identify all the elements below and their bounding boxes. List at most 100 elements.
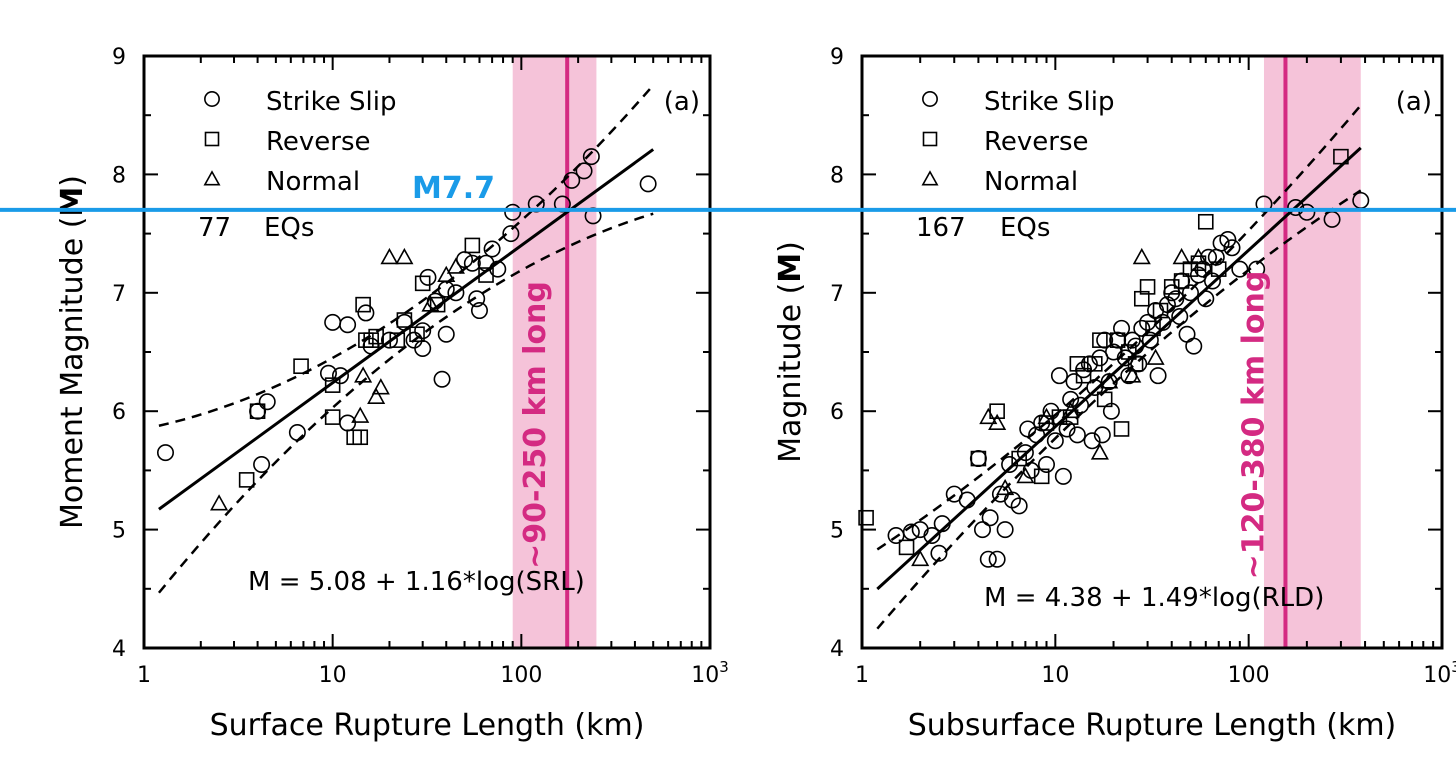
x-tick-label: 10	[319, 663, 347, 688]
data-point-circle	[930, 544, 948, 562]
data-point-circle	[319, 364, 337, 382]
legend-marker-square	[922, 131, 938, 147]
x-tick-label: 103	[1423, 658, 1456, 688]
highlight-band-label: ~120-380 km long	[1236, 271, 1271, 580]
x-tick-label: 1	[855, 663, 869, 688]
x-tick-label: 10	[1041, 663, 1069, 688]
data-point-square	[858, 509, 874, 526]
data-point-circle	[1001, 455, 1019, 473]
legend-label: Reverse	[984, 127, 1089, 157]
data-point-circle	[1200, 248, 1218, 266]
data-point-circle	[414, 322, 432, 340]
data-point-circle	[1133, 319, 1151, 337]
data-point-circle	[504, 203, 522, 221]
data-point-square	[1109, 332, 1126, 348]
reference-line-label: M7.7	[412, 171, 495, 206]
data-point-circle	[575, 162, 593, 180]
data-point-square	[1113, 421, 1130, 437]
legend-marker-triangle	[203, 170, 221, 186]
data-point-circle	[1287, 199, 1305, 217]
data-point-circle	[582, 148, 600, 166]
x-tick-label: 1	[137, 663, 151, 688]
regression-line	[876, 146, 1362, 591]
data-point-circle	[468, 290, 486, 308]
data-point-circle	[1019, 420, 1037, 438]
data-point-square	[1086, 356, 1103, 372]
data-point-triangle	[437, 265, 456, 283]
data-point-circle	[1189, 266, 1207, 284]
eq-count: 77	[198, 213, 231, 243]
data-point-square	[898, 539, 915, 556]
data-point-square	[1092, 332, 1108, 348]
x-tick-exponent: 3	[1451, 658, 1456, 676]
data-point-triangle	[979, 407, 998, 425]
data-point-square	[396, 312, 413, 328]
data-point-triangle	[1189, 247, 1208, 265]
data-point-square	[368, 328, 384, 345]
data-point-circle	[958, 491, 976, 509]
data-point-circle	[1068, 426, 1086, 444]
data-point-square	[293, 358, 309, 375]
y-axis-label-text: Magnitude (	[773, 283, 808, 463]
data-point-circle	[1231, 260, 1249, 278]
data-point-circle	[339, 316, 357, 334]
data-point-circle	[258, 393, 276, 411]
data-point-circle	[380, 331, 398, 349]
data-point-triangle	[1037, 407, 1056, 425]
data-point-circle	[1154, 313, 1172, 331]
fit-equation: M = 5.08 + 1.16*log(SRL)	[248, 567, 585, 597]
data-point-triangle	[1016, 466, 1035, 484]
data-point-circle	[437, 325, 455, 343]
data-point-circle	[253, 455, 271, 473]
data-point-triangle	[367, 387, 386, 404]
data-point-circle	[447, 284, 465, 302]
y-tick-label: 8	[112, 163, 126, 188]
y-axis-label: Moment Magnitude (M)	[55, 175, 90, 529]
y-axis-label-symbol: M	[773, 253, 808, 283]
data-point-circle	[1185, 337, 1203, 355]
data-point-circle	[483, 240, 501, 258]
y-tick-label: 8	[830, 163, 844, 188]
data-point-circle	[362, 337, 380, 355]
data-point-triangle	[1132, 247, 1151, 265]
data-point-circle	[1178, 325, 1196, 343]
data-point-square	[1096, 391, 1113, 408]
y-tick-label: 9	[830, 45, 844, 70]
data-point-circle	[1167, 290, 1185, 308]
data-point-triangle	[371, 378, 390, 395]
y-tick-label: 4	[112, 637, 126, 662]
data-point-circle	[1141, 331, 1159, 349]
data-point-circle	[988, 550, 1006, 568]
data-point-circle	[470, 302, 488, 320]
eq-count-label: EQs	[1000, 213, 1050, 243]
data-point-square	[1333, 148, 1349, 165]
data-point-circle	[489, 260, 507, 278]
data-point-circle	[1197, 290, 1215, 308]
legend-marker-circle	[922, 91, 938, 107]
data-point-triangle	[988, 413, 1007, 431]
data-point-circle	[911, 521, 929, 539]
data-point-circle	[1028, 426, 1046, 444]
data-point-triangle	[1146, 348, 1165, 365]
data-point-circle	[1113, 319, 1131, 337]
data-point-square	[1210, 261, 1227, 277]
data-point-triangle	[996, 478, 1015, 496]
x-axis-label: Subsurface Rupture Length (km)	[908, 708, 1397, 743]
y-axis-label-symbol: M	[55, 187, 90, 217]
data-point-triangle	[380, 247, 399, 265]
data-point-square	[478, 267, 494, 283]
data-point-circle	[1093, 426, 1111, 444]
data-point-circle	[249, 402, 267, 420]
confidence-line-upper	[876, 104, 1362, 551]
y-tick-label: 5	[112, 519, 126, 544]
data-point-square	[970, 450, 987, 467]
data-point-circle	[1062, 390, 1080, 408]
data-point-circle	[563, 171, 581, 189]
data-point-circle	[331, 367, 349, 385]
data-point-circle	[981, 509, 999, 527]
data-point-square	[1182, 261, 1199, 277]
data-point-triangle	[1061, 401, 1080, 419]
legend-marker-circle	[204, 91, 220, 107]
data-point-circle	[502, 225, 520, 243]
